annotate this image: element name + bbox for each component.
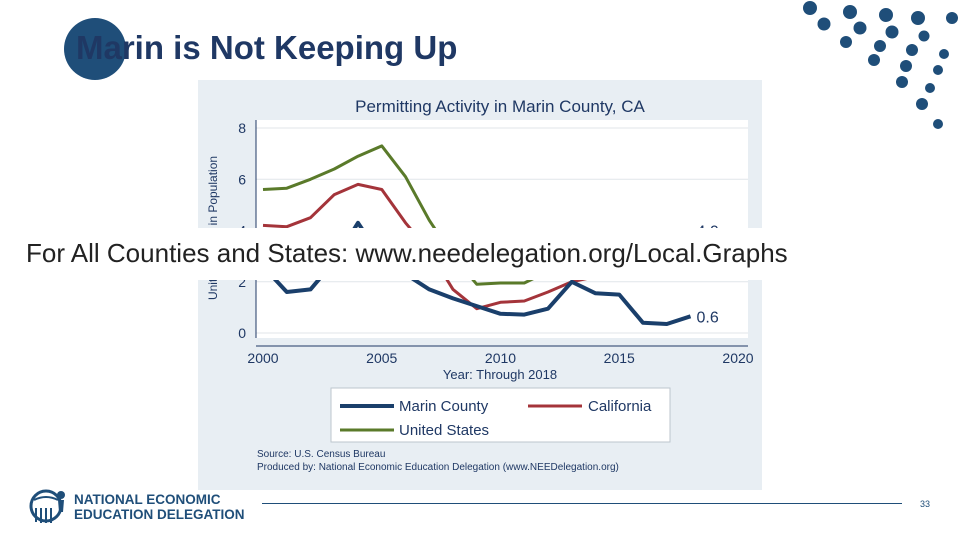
decorative-dot: [918, 30, 930, 42]
decorative-dot: [803, 1, 817, 15]
decorative-dot: [896, 76, 908, 88]
decorative-dot: [817, 17, 831, 31]
permitting-chart: Permitting Activity in Marin County, CA …: [198, 80, 762, 490]
decorative-dot: [916, 98, 928, 110]
x-tick-label: 2015: [604, 350, 635, 366]
y-tick-label: 6: [238, 171, 246, 187]
decorative-dot: [906, 44, 918, 56]
chart-title: Permitting Activity in Marin County, CA: [355, 97, 645, 116]
decorative-dot: [843, 5, 857, 19]
legend-label-us: United States: [399, 422, 489, 439]
dot-pattern-decoration: [803, 1, 958, 129]
y-tick-label: 2: [238, 274, 246, 290]
decorative-dot: [853, 21, 867, 35]
logo-line-1: NATIONAL ECONOMIC: [74, 492, 221, 507]
y-tick-label: 8: [238, 120, 246, 136]
chart-produced-by: Produced by: National Economic Education…: [257, 462, 619, 473]
decorative-dot: [911, 11, 925, 25]
legend-label-marin: Marin County: [399, 398, 489, 415]
legend-label-california: California: [588, 398, 652, 415]
decorative-dot: [885, 25, 899, 39]
overlay-link-text: For All Counties and States: www.needele…: [26, 238, 788, 268]
end-label-marin: 0.6: [697, 309, 719, 326]
decorative-dot: [900, 60, 912, 72]
page-number: 33: [920, 499, 931, 509]
needelegation-logo: NATIONAL ECONOMIC EDUCATION DELEGATION: [28, 486, 258, 526]
decorative-dot: [939, 49, 949, 59]
decorative-dot: [946, 12, 958, 24]
decorative-dot: [874, 40, 886, 52]
logo-line-2: EDUCATION DELEGATION: [74, 507, 245, 522]
x-tick-label: 2000: [247, 350, 278, 366]
decorative-dot: [840, 36, 852, 48]
decorative-dot: [933, 65, 943, 75]
x-axis-label: Year: Through 2018: [443, 367, 557, 382]
y-tick-label: 0: [238, 325, 246, 341]
overlay-banner: For All Counties and States: www.needele…: [0, 228, 960, 280]
x-tick-label: 2020: [722, 350, 753, 366]
decorative-dot: [868, 54, 880, 66]
footer-divider: [262, 503, 902, 504]
globe-person-icon: [29, 489, 65, 523]
chart-source: Source: U.S. Census Bureau: [257, 449, 385, 460]
slide-title: Marin is Not Keeping Up: [76, 29, 458, 66]
x-tick-label: 2010: [485, 350, 516, 366]
legend: Marin County California United States: [330, 387, 671, 443]
x-tick-label: 2005: [366, 350, 397, 366]
decorative-dot: [879, 8, 893, 22]
chart-image: Permitting Activity in Marin County, CA …: [198, 80, 762, 490]
title-circle-decoration: [64, 18, 126, 80]
decorative-dot: [933, 119, 943, 129]
decorative-dot: [925, 83, 935, 93]
